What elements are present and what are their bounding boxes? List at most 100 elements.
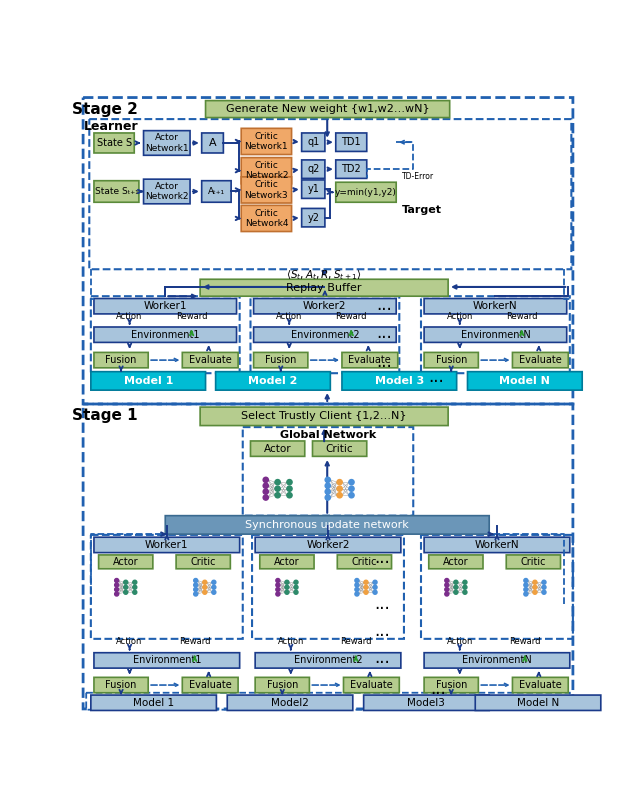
Text: ...: ... [377,353,392,370]
Circle shape [132,590,137,594]
Circle shape [203,580,207,584]
FancyBboxPatch shape [513,353,568,368]
Circle shape [524,578,528,582]
Circle shape [373,586,377,590]
FancyBboxPatch shape [143,130,190,155]
Circle shape [524,592,528,596]
FancyBboxPatch shape [94,538,239,553]
Text: Critic
Network4: Critic Network4 [244,209,288,228]
Circle shape [463,590,467,594]
FancyBboxPatch shape [241,177,292,203]
Circle shape [533,590,537,594]
FancyBboxPatch shape [250,441,305,456]
Text: Model 1: Model 1 [124,376,173,386]
Text: Evaluate: Evaluate [189,680,232,690]
FancyBboxPatch shape [336,182,396,202]
FancyBboxPatch shape [241,128,292,154]
FancyBboxPatch shape [342,353,397,368]
Circle shape [276,578,280,582]
Text: Critic
Network2: Critic Network2 [244,161,288,180]
Text: y1: y1 [307,184,319,194]
Text: q1: q1 [307,138,319,147]
FancyBboxPatch shape [182,678,238,693]
Circle shape [194,583,198,587]
Circle shape [373,580,377,584]
FancyBboxPatch shape [506,555,561,569]
Text: Environment1: Environment1 [132,655,201,666]
FancyBboxPatch shape [200,407,448,426]
Text: Critic: Critic [191,557,216,567]
Text: Fusion: Fusion [106,355,137,365]
Text: Action: Action [278,638,304,646]
Circle shape [275,493,280,498]
FancyBboxPatch shape [255,678,309,693]
FancyBboxPatch shape [241,158,292,184]
FancyBboxPatch shape [176,555,230,569]
Circle shape [294,590,298,594]
Text: TD2: TD2 [341,164,361,174]
Circle shape [194,578,198,582]
Circle shape [542,590,546,594]
Text: Worker2: Worker2 [307,540,349,550]
Circle shape [355,587,359,591]
Text: Critic
Network3: Critic Network3 [244,180,288,200]
Circle shape [463,586,467,590]
FancyBboxPatch shape [253,327,396,342]
Text: WorkerN: WorkerN [473,302,518,311]
Text: Actor: Actor [264,444,291,454]
Text: Fusion: Fusion [265,355,296,365]
FancyBboxPatch shape [301,133,325,151]
FancyBboxPatch shape [253,353,308,368]
Text: q2: q2 [307,164,319,174]
Circle shape [445,583,449,587]
Circle shape [263,483,268,488]
FancyBboxPatch shape [202,181,231,202]
Text: Actor: Actor [443,557,468,567]
Text: Model N: Model N [499,376,550,386]
Circle shape [124,580,128,584]
Text: ...: ... [374,622,390,640]
Circle shape [276,587,280,591]
Text: Model 3: Model 3 [374,376,424,386]
Text: Reward: Reward [335,312,367,321]
Circle shape [355,592,359,596]
Circle shape [276,592,280,596]
FancyBboxPatch shape [424,353,478,368]
Circle shape [463,580,467,584]
Text: Synchronous update network: Synchronous update network [245,520,409,530]
Circle shape [454,590,458,594]
Circle shape [132,580,137,584]
FancyBboxPatch shape [91,695,216,710]
Circle shape [194,592,198,596]
Circle shape [285,586,289,590]
Text: Reward: Reward [340,638,372,646]
Text: Model 1: Model 1 [133,698,174,708]
FancyBboxPatch shape [94,678,148,693]
FancyBboxPatch shape [424,653,570,668]
Circle shape [294,586,298,590]
FancyBboxPatch shape [94,133,134,153]
Text: State S: State S [97,138,132,148]
Circle shape [337,479,342,485]
Text: Global Network: Global Network [280,430,376,440]
Text: Fusion: Fusion [106,680,137,690]
Text: Evaluate: Evaluate [519,680,562,690]
FancyBboxPatch shape [301,209,325,227]
Text: Model 2: Model 2 [248,376,298,386]
Text: y=min(y1,y2): y=min(y1,y2) [335,188,397,197]
Text: Aₜ₊₁: Aₜ₊₁ [208,187,225,196]
Text: Stage 1: Stage 1 [72,408,138,423]
FancyBboxPatch shape [301,160,325,178]
Text: State Sₜ₊₁: State Sₜ₊₁ [95,187,138,196]
Circle shape [285,580,289,584]
Text: Stage 2: Stage 2 [72,102,138,117]
FancyBboxPatch shape [165,516,489,534]
Circle shape [349,479,354,485]
FancyBboxPatch shape [336,133,367,151]
Text: WorkerN: WorkerN [475,540,519,550]
FancyBboxPatch shape [344,678,399,693]
Text: Action: Action [116,638,143,646]
FancyBboxPatch shape [202,133,223,153]
Text: Replay Buffer: Replay Buffer [286,282,362,293]
FancyBboxPatch shape [424,538,570,553]
